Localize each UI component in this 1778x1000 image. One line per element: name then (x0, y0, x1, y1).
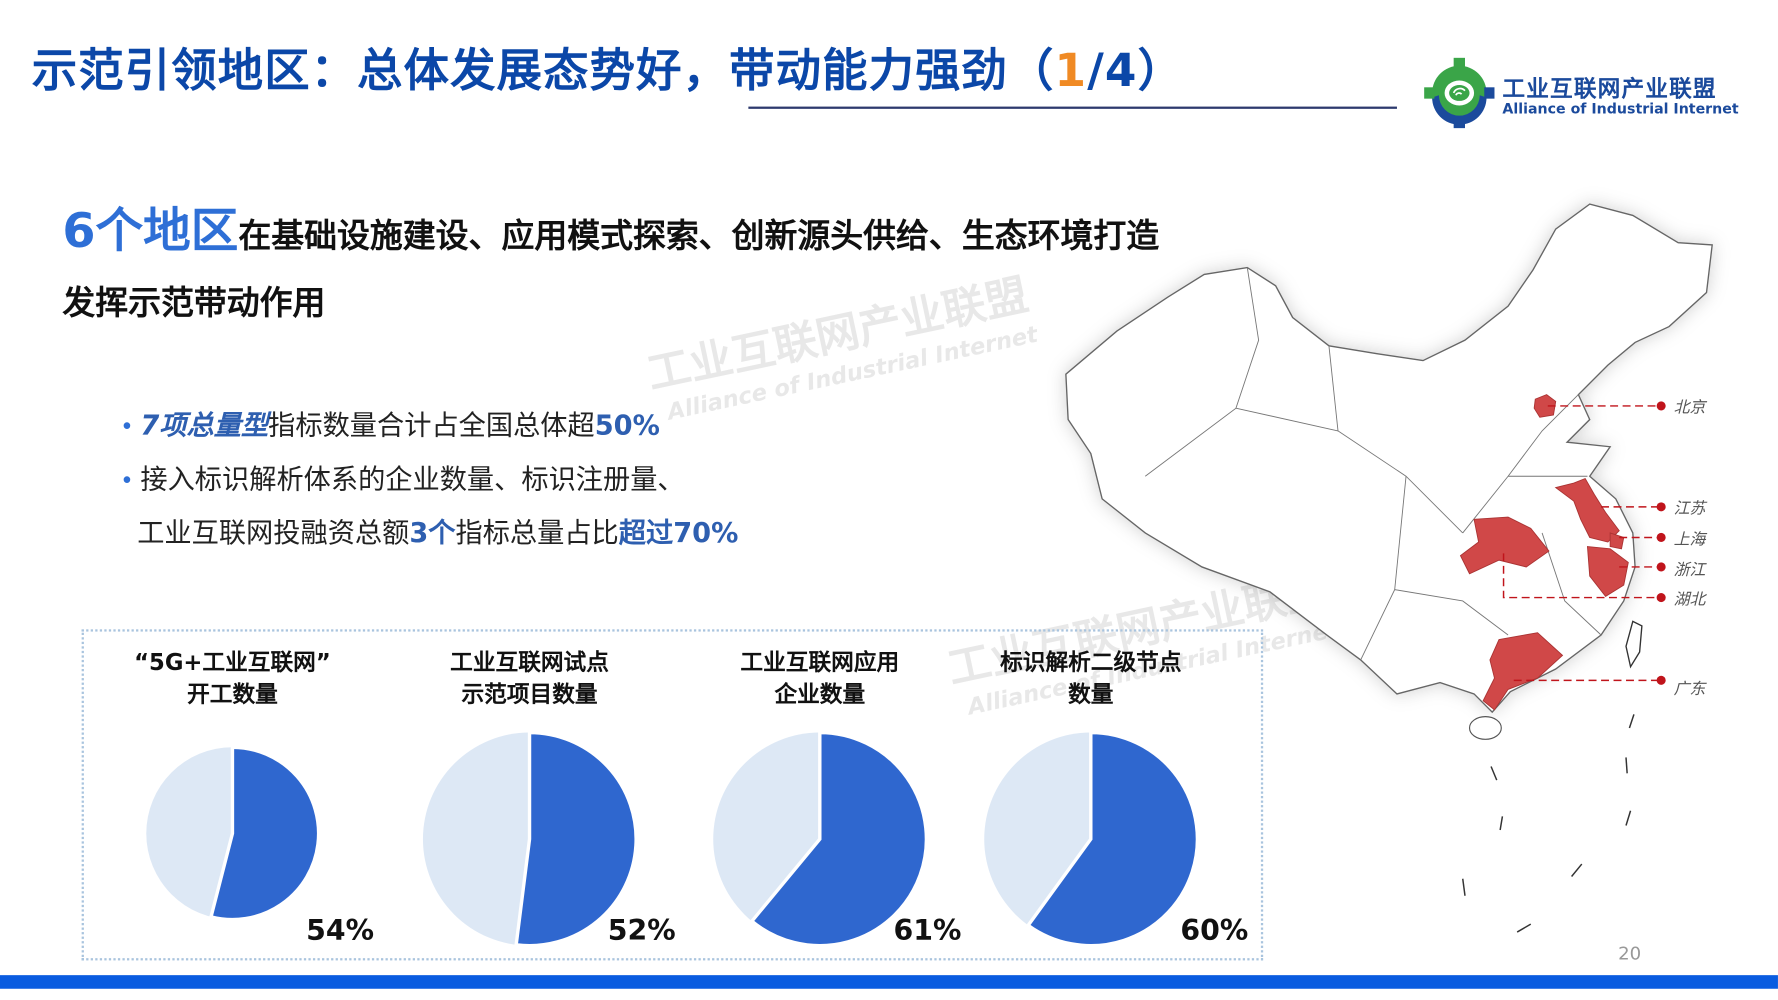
bullet-text: 接入标识解析体系的企业数量、标识注册量、 (140, 463, 685, 496)
map-label-zhejiang: 浙江 (1673, 561, 1706, 580)
logo-name-en: Alliance of Industrial Internet (1502, 99, 1739, 117)
headline-line2: 发挥示范带动作用 (62, 283, 326, 323)
pie-slice-share (514, 730, 638, 948)
map-label-hubei: 湖北 (1673, 590, 1706, 609)
bullet-item: • 接入标识解析体系的企业数量、标识注册量、 (120, 457, 684, 497)
bullet-text: 指标数量合计占全国总体超 (268, 409, 595, 442)
alliance-logo (1423, 57, 1735, 129)
taiwan-island (1625, 620, 1643, 669)
china-outline (1065, 203, 1713, 714)
highlighted-provinces (1459, 394, 1629, 711)
pie-percent-label: 61% (893, 913, 962, 947)
map-label-beijing: 北京 (1673, 399, 1706, 418)
region-hubei (1459, 516, 1550, 575)
pie-title-line: 工业互联网试点 (450, 648, 609, 676)
pie-slice-share (1025, 730, 1200, 948)
headline-text: 在基础设施建设、应用模式探索、创新源头供给、生态环境打造 (238, 216, 1160, 256)
region-markers (1656, 401, 1666, 685)
footer-bar (0, 975, 1778, 989)
bullet-dot-icon: • (120, 412, 134, 440)
bullet-text: 工业互联网投融资总额 (137, 517, 410, 549)
logo-name-cn: 工业互联网产业联盟 (1502, 74, 1717, 103)
pie-title-line: 数量 (1068, 680, 1114, 708)
pie-slice-share (208, 745, 321, 922)
hainan-island (1468, 716, 1502, 740)
region-beijing (1533, 394, 1557, 418)
pie-title-line: 示范项目数量 (461, 680, 598, 708)
bullet-highlight: 3个 (409, 517, 456, 549)
pie-title: “5G+工业互联网” 开工数量 (96, 646, 368, 709)
pie-percent-label: 54% (306, 913, 375, 947)
bullet-item: • 7项总量型指标数量合计占全国总体超50% (120, 403, 660, 443)
pie-title-line: 企业数量 (774, 680, 866, 708)
pie-title-line: 开工数量 (187, 680, 278, 708)
region-jiangsu (1554, 477, 1620, 543)
marker-dot-icon (1656, 532, 1666, 543)
bullet-highlight: 超过70% (618, 517, 739, 549)
region-guangdong (1482, 632, 1564, 711)
pie-slice-share (749, 730, 929, 948)
marker-dot-icon (1656, 502, 1666, 512)
marker-dot-icon (1656, 401, 1666, 411)
marker-dot-icon (1656, 675, 1666, 685)
title-underline (748, 106, 1397, 109)
map-label-guangdong: 广东 (1673, 680, 1706, 699)
pie-title: 工业互联网应用 企业数量 (684, 646, 956, 709)
gear-logo-icon (1424, 57, 1495, 129)
south-sea-dashes (1462, 714, 1635, 933)
pie-title-line: “5G+工业互联网” (134, 648, 331, 676)
title-page-index: 1 (1054, 45, 1088, 98)
leader-lines (1502, 405, 1662, 682)
bullet-highlight: 7项总量型 (140, 409, 269, 442)
headline-highlight: 6个地区 (62, 202, 239, 259)
province-borders (1144, 267, 1602, 661)
region-zhejiang (1586, 546, 1629, 598)
marker-dot-icon (1656, 593, 1666, 603)
pie-title: 标识解析二级节点 数量 (955, 646, 1227, 709)
pie-title: 工业互联网试点 示范项目数量 (393, 646, 665, 709)
title-suffix: /4） (1087, 45, 1185, 98)
marker-dot-icon (1656, 562, 1666, 572)
bullet-highlight: 50% (594, 409, 660, 442)
map-label-jiangsu: 江苏 (1673, 500, 1706, 519)
pie-title-line: 工业互联网应用 (740, 648, 900, 676)
pie-title-line: 标识解析二级节点 (1000, 648, 1182, 676)
headline: 6个地区在基础设施建设、应用模式探索、创新源头供给、生态环境打造 (62, 193, 1159, 262)
pie-chart-panel (81, 629, 1264, 961)
slide-title: 示范引领地区：总体发展态势好，带动能力强劲（1/4） (32, 34, 1184, 100)
bullet-dot-icon: • (120, 467, 134, 495)
map-label-shanghai: 上海 (1673, 530, 1706, 549)
bullet-text: 指标总量占比 (455, 517, 619, 549)
page-number: 20 (1618, 942, 1642, 964)
pie-percent-label: 52% (607, 913, 676, 947)
pie-percent-label: 60% (1180, 913, 1249, 947)
bullet-continuation: 工业互联网投融资总额3个指标总量占比超过70% (137, 510, 738, 550)
title-prefix: 示范引领地区：总体发展态势好，带动能力强劲（ (31, 45, 1055, 98)
